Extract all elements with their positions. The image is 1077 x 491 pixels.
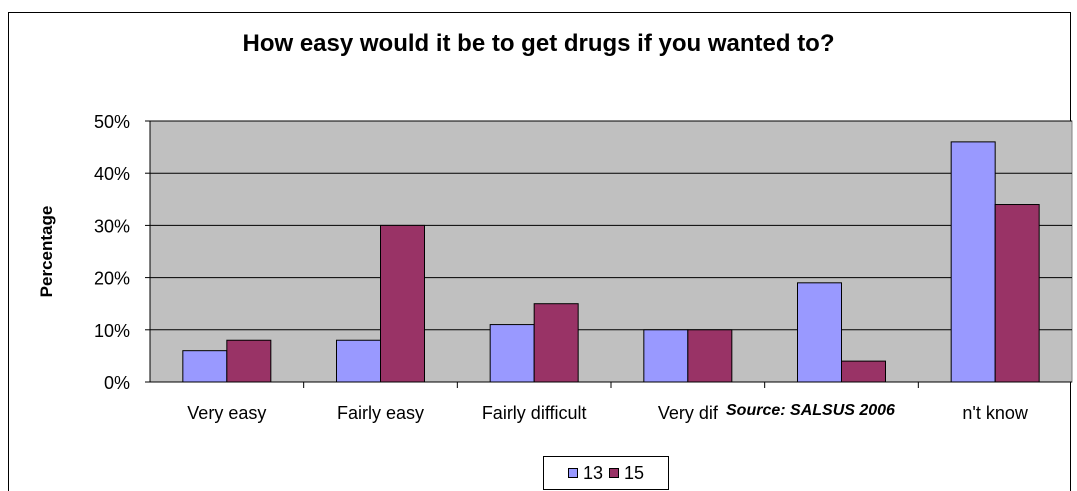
chart-title: How easy would it be to get drugs if you…	[242, 30, 835, 57]
bar-15-4	[841, 360, 886, 383]
x-tick-label: Very easy	[187, 403, 266, 423]
x-tick-label: Fairly difficult	[482, 403, 587, 423]
y-tick-label: 40%	[94, 164, 130, 184]
bar-15-1	[380, 224, 425, 383]
y-tick-label: 0%	[104, 373, 130, 393]
bar-13-2	[489, 324, 535, 383]
bar-13-5	[950, 141, 996, 383]
source-note: Source: SALSUS 2006	[724, 402, 897, 420]
bar-13-0	[182, 350, 228, 383]
legend-swatch-13	[567, 468, 578, 478]
plot-area	[149, 120, 1073, 383]
bar-13-3	[643, 329, 689, 383]
x-tick-label: Very dif	[658, 403, 719, 423]
legend-swatch-15	[609, 468, 619, 478]
bar-15-3	[687, 329, 733, 383]
y-tick-label: 10%	[94, 321, 130, 341]
legend-item-13: 13	[567, 462, 603, 484]
bar-13-4	[797, 282, 842, 383]
bar-15-5	[994, 204, 1040, 383]
x-tick-label: Fairly easy	[337, 403, 424, 423]
legend-label-15: 15	[624, 462, 645, 483]
y-tick-label: 50%	[94, 112, 130, 132]
bar-15-2	[533, 303, 579, 383]
x-tick-label: n't know	[962, 403, 1028, 423]
legend-label-13: 13	[582, 462, 603, 483]
bar-13-1	[336, 339, 381, 383]
legend-item-15: 15	[609, 463, 644, 484]
legend: 13 15	[543, 456, 669, 490]
y-tick-label: 30%	[94, 216, 130, 236]
y-tick-label: 20%	[94, 269, 130, 289]
bar-15-0	[226, 339, 272, 383]
y-axis-label: Percentage	[37, 206, 56, 298]
